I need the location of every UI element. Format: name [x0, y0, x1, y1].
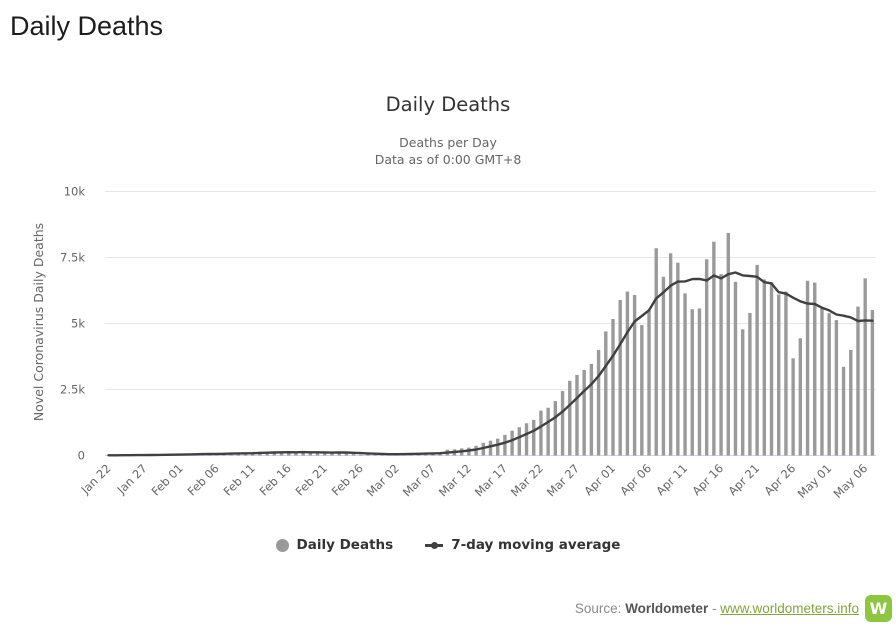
svg-text:May 06: May 06 — [831, 461, 871, 501]
svg-text:10k: 10k — [64, 185, 86, 199]
svg-text:Apr 26: Apr 26 — [761, 461, 798, 498]
legend: Daily Deaths 7-day moving average — [0, 537, 896, 553]
chart-subtitle: Deaths per Day Data as of 0:00 GMT+8 — [0, 134, 896, 168]
svg-text:2.5k: 2.5k — [60, 383, 85, 397]
svg-text:0: 0 — [78, 449, 85, 463]
legend-item-daily-deaths[interactable]: Daily Deaths — [275, 537, 394, 553]
svg-text:Apr 16: Apr 16 — [689, 461, 726, 498]
svg-text:Feb 06: Feb 06 — [185, 461, 222, 498]
svg-text:Feb 16: Feb 16 — [257, 461, 294, 498]
legend-item-moving-average[interactable]: 7-day moving average — [425, 537, 620, 553]
svg-text:Mar 17: Mar 17 — [472, 461, 510, 499]
source-line: Source: Worldometer - www.worldometers.i… — [575, 595, 892, 622]
moving-average-line[interactable] — [107, 271, 874, 457]
svg-text:5k: 5k — [71, 317, 85, 331]
y-axis: 0 2.5k 5k 7.5k 10k — [60, 185, 876, 463]
legend-label-moving-average: 7-day moving average — [451, 537, 621, 553]
source-name: Worldometer — [625, 601, 709, 616]
svg-text:Apr 11: Apr 11 — [653, 461, 690, 498]
daily-deaths-bars[interactable] — [106, 232, 875, 456]
chart-subtitle-line1: Deaths per Day — [399, 135, 497, 150]
svg-text:7.5k: 7.5k — [60, 251, 85, 265]
worldometers-logo-icon[interactable]: W — [865, 595, 892, 622]
svg-text:Mar 27: Mar 27 — [544, 461, 582, 499]
svg-text:Feb 11: Feb 11 — [221, 461, 258, 498]
svg-text:Apr 06: Apr 06 — [617, 461, 654, 498]
moving-average-marker-icon — [425, 541, 444, 549]
legend-label-daily-deaths: Daily Deaths — [296, 537, 394, 553]
svg-text:Jan 22: Jan 22 — [78, 461, 114, 497]
svg-text:Apr 01: Apr 01 — [581, 461, 618, 498]
page-title: Daily Deaths — [10, 11, 164, 41]
svg-text:Feb 21: Feb 21 — [293, 461, 330, 498]
worldometers-link[interactable]: www.worldometers.info — [720, 601, 859, 616]
svg-text:Apr 21: Apr 21 — [725, 461, 762, 498]
chart-title: Daily Deaths — [385, 93, 511, 116]
chart-subtitle-line2: Data as of 0:00 GMT+8 — [374, 152, 522, 167]
svg-text:Mar 07: Mar 07 — [400, 461, 438, 499]
svg-text:May 01: May 01 — [795, 461, 835, 501]
svg-text:Jan 27: Jan 27 — [114, 461, 150, 497]
source-prefix: Source: — [574, 601, 626, 616]
daily-deaths-marker-icon — [275, 538, 289, 552]
svg-text:Feb 01: Feb 01 — [149, 461, 186, 498]
svg-text:Mar 02: Mar 02 — [364, 461, 402, 499]
svg-text:Mar 12: Mar 12 — [436, 461, 474, 499]
svg-text:Mar 22: Mar 22 — [508, 461, 546, 499]
svg-text:Feb 26: Feb 26 — [329, 461, 366, 498]
source-separator: - — [708, 601, 721, 616]
